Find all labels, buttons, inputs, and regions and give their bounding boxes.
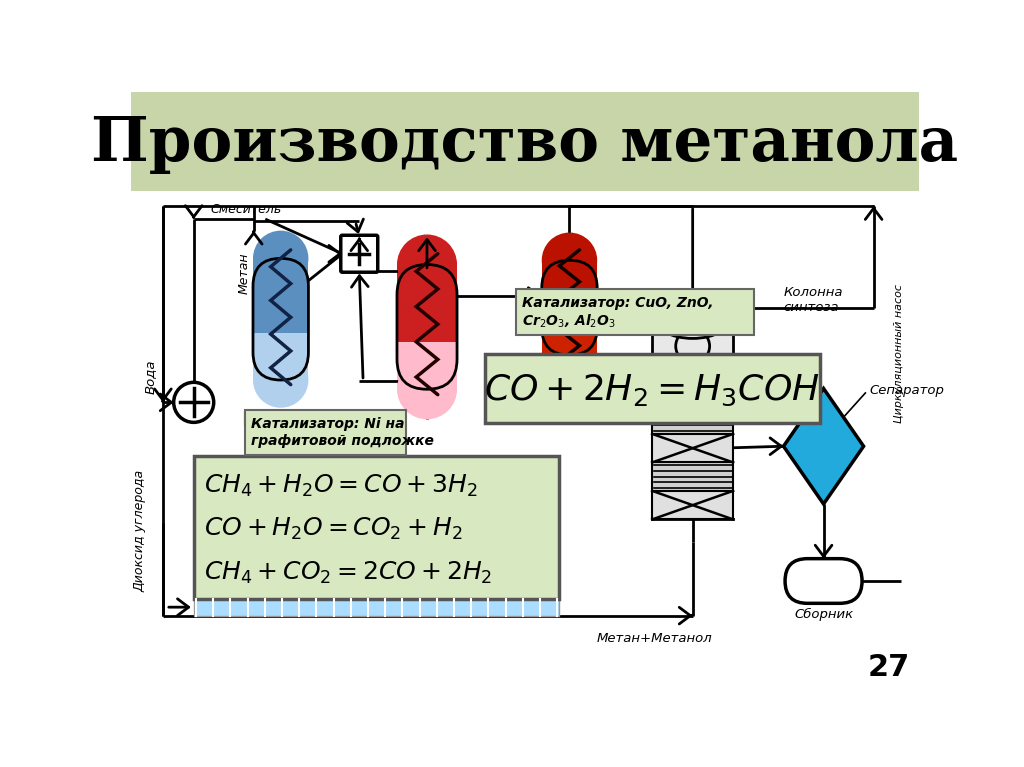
Ellipse shape	[397, 359, 457, 420]
Ellipse shape	[652, 300, 733, 331]
FancyBboxPatch shape	[652, 491, 733, 519]
FancyBboxPatch shape	[253, 319, 308, 380]
Ellipse shape	[542, 328, 597, 383]
Polygon shape	[783, 389, 863, 504]
FancyBboxPatch shape	[397, 265, 457, 327]
FancyBboxPatch shape	[253, 258, 308, 319]
Text: $\mathit{CH_4 + H_2O = CO + 3H_2}$: $\mathit{CH_4 + H_2O = CO + 3H_2}$	[205, 472, 478, 499]
FancyBboxPatch shape	[397, 312, 457, 342]
FancyBboxPatch shape	[515, 289, 755, 335]
Text: $\mathbf{\mathit{CO + 2H_2 = H_3COH}}$: $\mathbf{\mathit{CO + 2H_2 = H_3COH}}$	[484, 374, 820, 409]
Text: Cr$_2$O$_3$, Al$_2$O$_3$: Cr$_2$O$_3$, Al$_2$O$_3$	[521, 313, 615, 331]
Text: Диоксид углерода: Диоксид углерода	[133, 470, 146, 592]
FancyBboxPatch shape	[194, 599, 559, 616]
FancyBboxPatch shape	[246, 412, 316, 426]
FancyBboxPatch shape	[131, 191, 920, 683]
FancyBboxPatch shape	[484, 354, 819, 423]
Text: Производство метанола: Производство метанола	[91, 114, 958, 174]
FancyBboxPatch shape	[785, 558, 862, 604]
FancyBboxPatch shape	[253, 305, 308, 333]
Text: Циркуляционный насос: Циркуляционный насос	[894, 285, 904, 423]
Text: Сборник: Сборник	[794, 607, 853, 621]
Ellipse shape	[542, 232, 597, 288]
Text: $\mathit{CH_4 + CO_2 = 2CO + 2H_2}$: $\mathit{CH_4 + CO_2 = 2CO + 2H_2}$	[205, 560, 493, 587]
FancyBboxPatch shape	[542, 308, 597, 355]
Ellipse shape	[397, 235, 457, 295]
FancyBboxPatch shape	[341, 235, 378, 272]
FancyBboxPatch shape	[245, 410, 407, 455]
FancyBboxPatch shape	[131, 92, 920, 191]
FancyBboxPatch shape	[397, 327, 457, 390]
FancyBboxPatch shape	[542, 260, 597, 308]
Text: $\mathit{CO + H_2O = CO_2 + H_2}$: $\mathit{CO + H_2O = CO_2 + H_2}$	[205, 516, 463, 542]
FancyBboxPatch shape	[652, 434, 733, 463]
FancyBboxPatch shape	[652, 377, 733, 406]
Text: Метан+Метанол: Метан+Метанол	[596, 632, 712, 645]
Text: Сепаратор: Сепаратор	[869, 384, 944, 397]
Text: Катализатор: Ni на: Катализатор: Ni на	[251, 417, 404, 431]
Text: Катализатор: CuO, ZnO,: Катализатор: CuO, ZnO,	[521, 296, 714, 310]
FancyBboxPatch shape	[542, 294, 597, 321]
FancyBboxPatch shape	[652, 463, 733, 491]
Ellipse shape	[253, 231, 308, 286]
Text: графитовой подложке: графитовой подложке	[251, 434, 433, 448]
Text: Колонна
синтеза: Колонна синтеза	[783, 286, 843, 314]
Text: Вода: Вода	[144, 360, 157, 394]
Text: Метан: Метан	[238, 252, 250, 294]
Ellipse shape	[253, 352, 308, 408]
FancyBboxPatch shape	[194, 456, 559, 599]
Text: Смеситель: Смеситель	[211, 202, 282, 216]
Text: 27: 27	[868, 653, 910, 683]
FancyBboxPatch shape	[652, 406, 733, 434]
FancyBboxPatch shape	[652, 311, 733, 377]
